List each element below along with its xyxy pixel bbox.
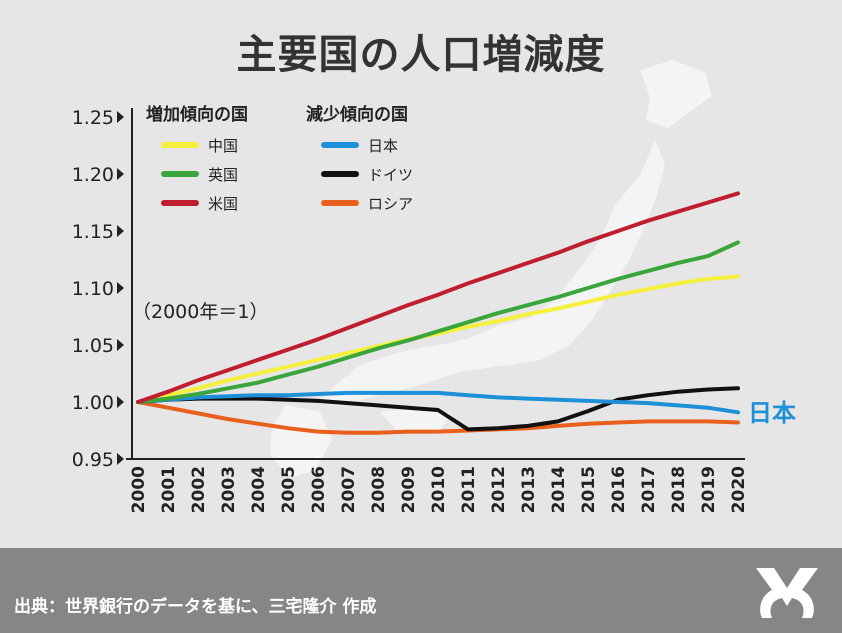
x-tick-label: 2002 <box>189 466 209 513</box>
x-tick-label: 2001 <box>159 466 179 513</box>
x-tick-label: 2017 <box>639 466 659 513</box>
x-tick-label: 2012 <box>489 466 509 513</box>
y-tick-label: 1.10 <box>72 278 114 300</box>
legend-label: ロシア <box>368 195 413 213</box>
x-tick-label: 2008 <box>369 466 389 513</box>
line-chart: 1.251.201.151.101.051.000.95 2000 2001 200… <box>72 60 796 513</box>
chart-title: 主要国の人口増減度 <box>236 32 606 78</box>
y-tick-marker <box>117 282 124 294</box>
series-line <box>136 390 740 415</box>
series-lines <box>136 191 740 435</box>
x-tick-label: 2020 <box>729 466 749 513</box>
x-tick-label: 2015 <box>579 466 599 513</box>
x-tick-label: 2004 <box>249 466 269 513</box>
honshu-shape <box>318 140 665 406</box>
x-tick-label: 2010 <box>429 466 449 513</box>
x-tick-label: 2013 <box>519 466 539 513</box>
y-tick-marker <box>117 168 124 180</box>
x-tick-label: 2006 <box>309 466 329 513</box>
y-tick-marker <box>117 111 124 123</box>
legend-group-heading: 増加傾向の国 <box>146 104 248 125</box>
footer-bar: 出典：世界銀行のデータを基に、三宅隆介 作成 <box>0 548 842 633</box>
x-tick-label: 2009 <box>399 466 419 513</box>
x-tick-label: 2005 <box>279 466 299 513</box>
x-tick-label: 2007 <box>339 466 359 513</box>
x-tick-label: 2016 <box>609 466 629 513</box>
legend-label: 英国 <box>208 166 238 184</box>
end-label-japan: 日本 <box>748 399 796 427</box>
legend-label: 日本 <box>368 137 398 155</box>
y-tick-marker <box>117 453 124 465</box>
source-note: 出典：世界銀行のデータを基に、三宅隆介 作成 <box>14 597 377 617</box>
series-line <box>136 400 740 435</box>
y-axis: 1.25 1.20 1.15 1.10 1.05 1.00 0.95 <box>72 107 133 471</box>
x-axis: 2000 2001 2002 2003 2004 2005 2006 2007 2008 2009… <box>126 458 749 513</box>
x-tick-label: 2014 <box>549 466 569 513</box>
legend-label: 米国 <box>208 195 238 213</box>
y-tick-label: 1.05 <box>72 335 114 357</box>
legend-label: ドイツ <box>368 166 413 184</box>
base-year-note: （2000年＝1） <box>132 301 268 323</box>
x-tick-label: 2000 <box>129 466 149 513</box>
y-tick-label: 1.25 <box>72 107 114 129</box>
series-line <box>136 274 740 404</box>
series-line <box>136 240 740 404</box>
y-axis-ticks: 1.25 1.20 1.15 1.10 1.05 1.00 0.95 <box>72 107 124 471</box>
y-tick-label: 1.20 <box>72 164 114 186</box>
legend-label: 中国 <box>208 137 238 155</box>
legend-group-heading: 減少傾向の国 <box>306 104 408 125</box>
x-tick-label: 2018 <box>669 466 689 513</box>
x-axis-ticks: 2000 2001 2002 2003 2004 2005 2006 2007 2008 2009… <box>129 466 749 513</box>
y-tick-marker <box>117 225 124 237</box>
y-tick-label: 1.15 <box>72 221 114 243</box>
y-tick-label: 0.95 <box>72 449 114 471</box>
y-tick-marker <box>117 396 124 408</box>
y-tick-marker <box>117 339 124 351</box>
hokkaido-shape <box>640 60 712 128</box>
series-line <box>136 386 740 432</box>
y-tick-label: 1.00 <box>72 392 114 414</box>
x-tick-label: 2011 <box>459 466 479 513</box>
logo-icon <box>756 568 818 618</box>
x-tick-label: 2019 <box>699 466 719 513</box>
series-line <box>136 191 740 404</box>
x-tick-label: 2003 <box>219 466 239 513</box>
shikoku-shape <box>380 406 452 434</box>
